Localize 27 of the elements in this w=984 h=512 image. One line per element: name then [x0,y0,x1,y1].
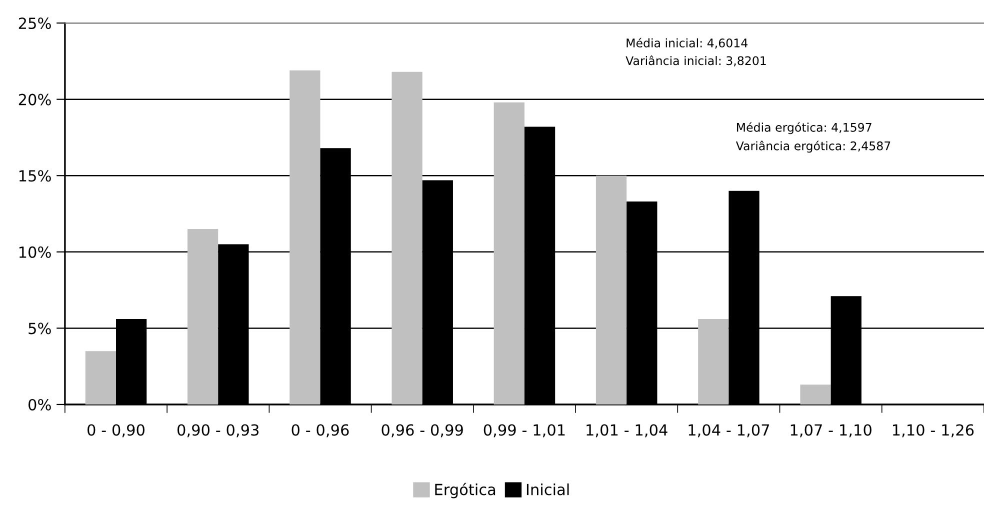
x-tick-label: 0 - 0,96 [292,424,349,438]
y-tick-label: 25% [18,18,51,30]
x-tick-label: 0,96 - 0,99 [382,424,463,438]
bar [392,72,422,404]
x-tick-label: 1,01 - 1,04 [586,424,668,438]
x-tick-label: 1,10 - 1,26 [892,424,974,438]
annotation: Média inicial: 4,6014 Variância inicial: 3,8201 [626,38,766,66]
legend-label: Inicial [526,483,569,496]
x-tick-label: 1,04 - 1,07 [688,424,770,438]
bar [494,102,524,404]
bar [85,351,116,404]
bar [800,384,831,404]
x-tick-label: 0 - 0,90 [88,424,144,438]
x-tick-label: 1,07 - 1,10 [790,424,872,438]
bar [187,229,218,404]
y-tick-label: 10% [19,246,51,258]
bar [698,319,729,404]
x-tick-label: 0,99 - 1,01 [484,424,565,438]
y-tick-label: 5% [28,322,51,334]
y-tick-label: 0% [28,398,51,410]
legend-label: Ergótica [435,482,496,498]
bar [596,176,627,404]
annotation: Média ergótica: 4,1597 Variância ergótica: 2,4587 [736,122,890,153]
y-tick-label: 15% [19,170,51,182]
bar [290,70,320,404]
x-tick-label: 0,90 - 0,93 [178,424,259,438]
y-tick-label: 20% [18,94,51,106]
